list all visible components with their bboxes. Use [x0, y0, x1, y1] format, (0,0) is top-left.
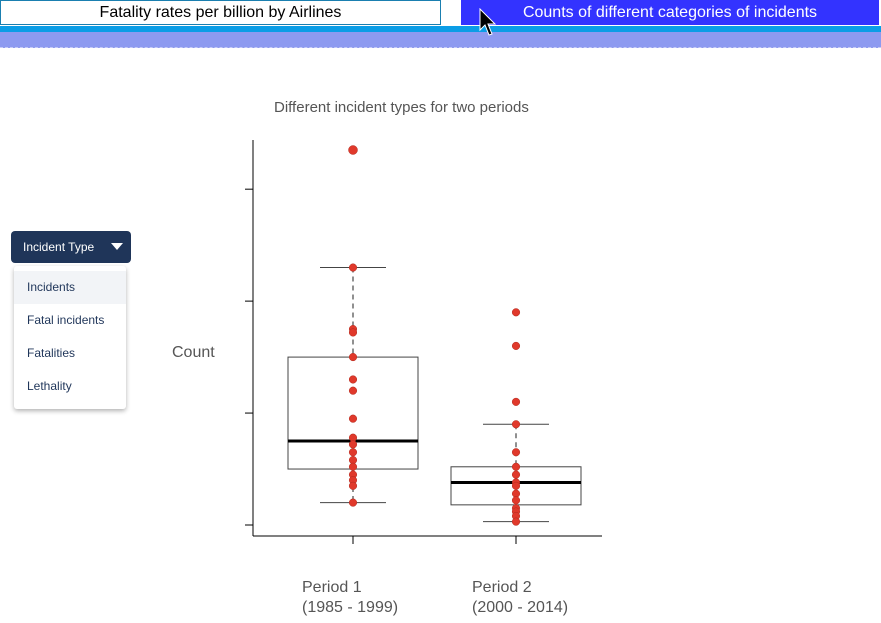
x-tick-label-period-1: Period 1: [302, 579, 362, 596]
caret-down-icon: [111, 243, 123, 250]
dropdown-option-fatal-incidents[interactable]: Fatal incidents: [27, 313, 105, 327]
dropdown-label: Incident Type: [23, 240, 95, 254]
data-point-p1-1: [348, 145, 358, 155]
x-tick-sublabel-period-2: (2000 - 2014): [472, 599, 569, 616]
data-point-p1-8: [348, 414, 358, 423]
mouse-cursor-icon: [479, 8, 497, 36]
data-point-p2-2: [511, 341, 521, 350]
x-tick-label-period-2: Period 2: [472, 579, 532, 596]
data-point-p1-10: [348, 440, 358, 449]
data-point-p1-16: [348, 481, 358, 490]
x-tick-sublabel-period-1: (1985 - 1999): [302, 599, 399, 616]
tab-incident-counts[interactable]: Counts of different categories of incide…: [461, 0, 879, 25]
data-point-p2-10: [511, 489, 521, 498]
data-point-p2-6: [511, 462, 521, 471]
data-point-p2-4: [511, 420, 521, 429]
data-point-p1-17: [348, 498, 358, 507]
data-point-p1-4: [348, 328, 358, 337]
data-point-p2-3: [511, 397, 521, 406]
data-point-p1-7: [348, 386, 358, 395]
data-point-p2-1: [511, 308, 521, 317]
data-point-p1-5: [348, 353, 358, 362]
data-point-p2-11: [511, 496, 521, 505]
y-axis-label: Count: [172, 344, 215, 361]
dropdown-menu: Incidents Fatal incidents Fatalities Let…: [14, 266, 126, 409]
data-point-p2-9: [511, 481, 521, 490]
data-point-p1-2: [348, 263, 358, 272]
data-point-p2-7: [511, 470, 521, 479]
tab-underline-bar: [0, 26, 881, 32]
tab-content-strip: [0, 32, 881, 48]
data-point-p1-13: [348, 462, 358, 471]
dropdown-option-lethality[interactable]: Lethality: [27, 379, 72, 393]
data-point-p1-9: [348, 433, 358, 442]
data-point-p1-11: [348, 448, 358, 457]
incident-type-dropdown[interactable]: Incident Type: [11, 231, 131, 263]
data-point-p2-15: [511, 517, 521, 526]
dropdown-option-incidents[interactable]: Incidents: [14, 271, 126, 304]
data-point-p1-6: [348, 375, 358, 384]
data-point-p2-5: [511, 448, 521, 457]
chart-title: Different incident types for two periods: [274, 99, 529, 116]
dropdown-option-fatalities[interactable]: Fatalities: [27, 346, 76, 360]
data-point-p1-12: [348, 456, 358, 465]
tab-fatality-rates[interactable]: Fatality rates per billion by Airlines: [0, 0, 441, 25]
